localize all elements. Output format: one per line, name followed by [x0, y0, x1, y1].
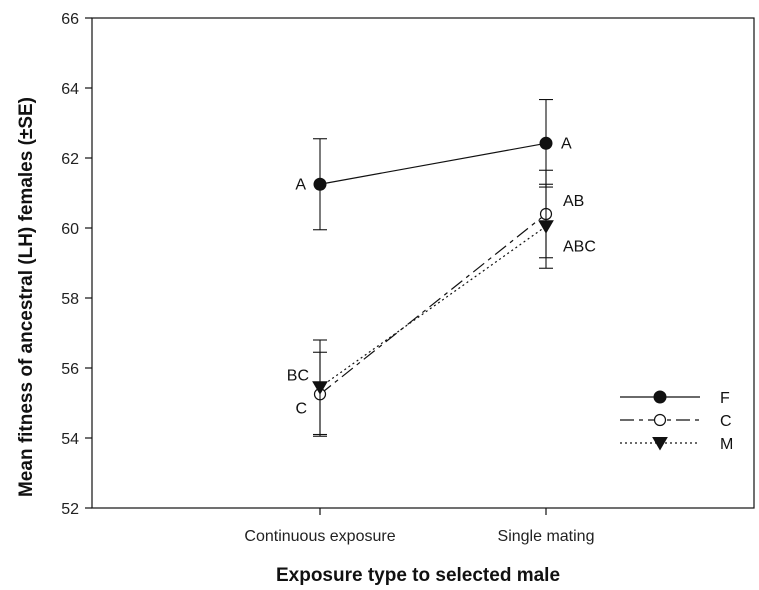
- y-tick-label: 58: [61, 291, 79, 308]
- series-line: [319, 213, 547, 395]
- significance-letter: A: [295, 176, 306, 193]
- legend-label: C: [720, 413, 732, 430]
- legend-label: M: [720, 436, 733, 453]
- significance-letter: AB: [563, 193, 584, 210]
- series-F: AA: [295, 99, 572, 231]
- data-point: [313, 177, 327, 191]
- y-tick-label: 62: [61, 151, 79, 168]
- y-tick-label: 64: [61, 81, 79, 98]
- significance-letter: BC: [287, 367, 309, 384]
- series-line: [319, 225, 547, 388]
- legend-item-M: M: [620, 436, 733, 453]
- y-tick-label: 54: [61, 431, 79, 448]
- y-tick-label: 66: [61, 11, 79, 28]
- data-point: [538, 220, 554, 234]
- legend-item-F: F: [620, 390, 730, 407]
- x-axis: Continuous exposure Single mating: [244, 508, 594, 545]
- legend-item-C: C: [620, 413, 732, 430]
- plot-area-border: [91, 17, 755, 509]
- plot-frame: [91, 17, 755, 509]
- significance-letter: C: [295, 400, 307, 417]
- significance-letter: A: [561, 135, 572, 152]
- legend: FCM: [620, 390, 733, 453]
- y-tick-label: 52: [61, 501, 79, 518]
- legend-marker: [653, 413, 667, 427]
- y-tick-label: 56: [61, 361, 79, 378]
- x-tick-label: Single mating: [498, 528, 595, 545]
- legend-label: F: [720, 390, 730, 407]
- x-axis-title: Exposure type to selected male: [276, 565, 560, 586]
- x-tick-label: Continuous exposure: [244, 528, 395, 545]
- data-point: [539, 136, 553, 150]
- data-point: [312, 381, 328, 395]
- y-axis-title: Mean fitness of ancestral (LH) females (…: [16, 97, 37, 497]
- legend-marker: [652, 437, 668, 451]
- y-axis: 52 54 56 58 60 62 64 66: [61, 11, 92, 518]
- series-line: [319, 142, 547, 185]
- legend-marker: [653, 390, 667, 404]
- y-tick-label: 60: [61, 221, 79, 238]
- significance-letter: ABC: [563, 238, 596, 255]
- series-C: C AB: [295, 169, 584, 437]
